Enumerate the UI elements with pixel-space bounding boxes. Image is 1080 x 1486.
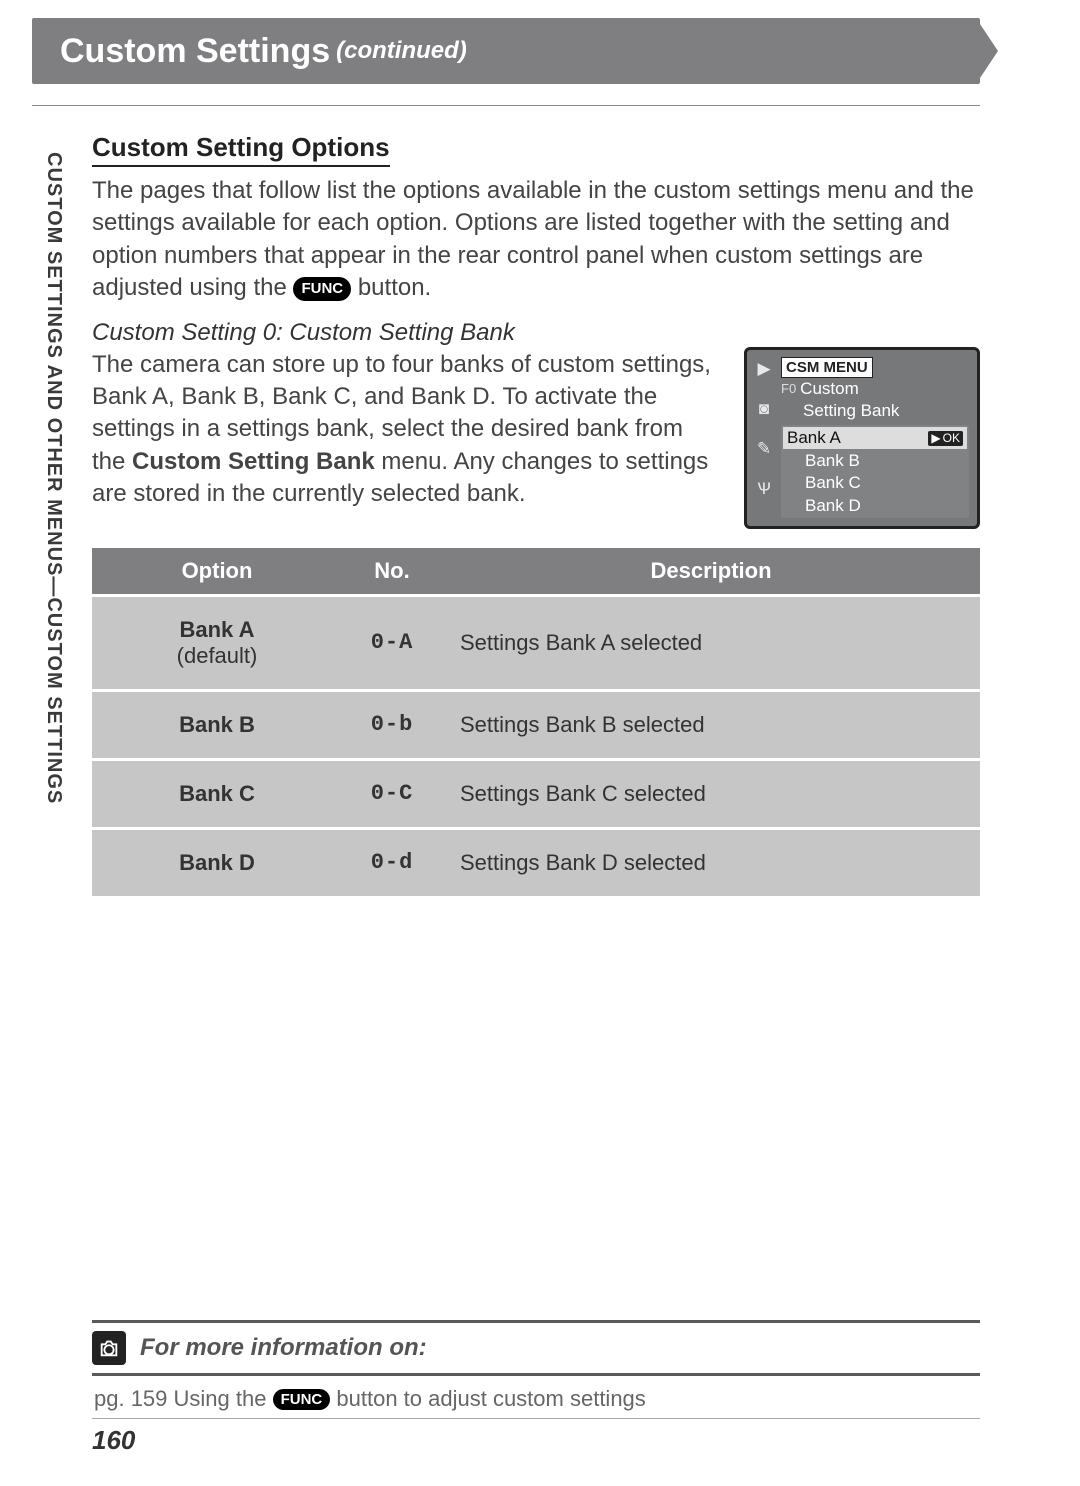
lcd-ok-badge: ▶OK [928, 431, 963, 447]
intro-paragraph: The pages that follow list the options a… [92, 175, 980, 305]
opt-name: Bank B [92, 692, 342, 758]
table-row: Bank C 0-C Settings Bank C selected [92, 761, 980, 827]
footer-pg: pg. 159 [94, 1386, 167, 1411]
intro-text-before: The pages that follow list the options a… [92, 177, 974, 301]
header-title: Custom Settings [60, 32, 330, 71]
tuning-fork-icon: Ѱ [757, 478, 771, 500]
play-icon: ▶ [757, 358, 770, 380]
opt-desc: Settings Bank B selected [442, 692, 980, 758]
opt-name: Bank C [92, 761, 342, 827]
page-footer: For more information on: pg. 159 Using t… [32, 1320, 980, 1456]
header-continued: (continued) [336, 37, 467, 65]
footer-heading: For more information on: [140, 1334, 427, 1362]
bank-row: The camera can store up to four banks of… [92, 347, 980, 529]
lcd-bank-b: Bank B [783, 450, 967, 472]
opt-sub: (default) [110, 643, 324, 669]
lcd-screenshot: ▶ ◙ ✎ Ѱ CSM MENU F0 Custom Setting Bank … [744, 347, 980, 529]
opt-no: 0-C [342, 761, 442, 827]
lcd-line2: Setting Bank [781, 400, 969, 422]
lcd-bank-d: Bank D [783, 495, 967, 517]
col-option: Option [92, 548, 342, 594]
opt-desc: Settings Bank A selected [442, 597, 980, 689]
camera-info-icon [92, 1331, 126, 1365]
opt-name: Bank A [180, 617, 255, 642]
func-icon: FUNC [293, 277, 351, 301]
opt-no: 0-d [342, 830, 442, 896]
lcd-bank-a: Bank A [787, 427, 841, 449]
opt-no: 0-A [342, 597, 442, 689]
footer-reference: pg. 159 Using the FUNC button to adjust … [92, 1376, 980, 1419]
lcd-icon-column: ▶ ◙ ✎ Ѱ [755, 356, 773, 518]
content-area: CUSTOM SETTINGS AND OTHER MENUS—CUSTOM S… [32, 132, 980, 899]
opt-desc: Settings Bank D selected [442, 830, 980, 896]
section-title: Custom Setting Options [92, 132, 390, 167]
opt-desc: Settings Bank C selected [442, 761, 980, 827]
table-row: Bank D 0-d Settings Bank D selected [92, 830, 980, 896]
opt-no: 0-b [342, 692, 442, 758]
bank-paragraph: The camera can store up to four banks of… [92, 349, 720, 511]
lcd-title: CSM MENU [781, 357, 873, 379]
pencil-icon: ✎ [757, 438, 771, 460]
lcd-heading-line: F0 Custom [781, 378, 969, 400]
page-header: Custom Settings (continued) [32, 18, 980, 84]
table-row: Bank A (default) 0-A Settings Bank A sel… [92, 597, 980, 689]
header-divider [32, 84, 980, 106]
intro-text-after: button. [358, 274, 431, 301]
camera-icon: ◙ [759, 398, 769, 420]
options-table: Option No. Description Bank A (default) … [92, 545, 980, 899]
func-icon: FUNC [273, 1389, 331, 1410]
table-row: Bank B 0-b Settings Bank B selected [92, 692, 980, 758]
col-no: No. [342, 548, 442, 594]
table-header-row: Option No. Description [92, 548, 980, 594]
bank-bold: Custom Setting Bank [132, 448, 375, 475]
col-description: Description [442, 548, 980, 594]
opt-name-cell: Bank A (default) [92, 597, 342, 689]
footer-ref-after: button to adjust custom settings [336, 1386, 645, 1411]
manual-page: Custom Settings (continued) CUSTOM SETTI… [0, 0, 1080, 1486]
footer-heading-row: For more information on: [92, 1320, 980, 1376]
lcd-ok-text: OK [943, 431, 960, 447]
lcd-code: F0 [781, 381, 796, 398]
lcd-bank-list: Bank A ▶OK Bank B Bank C Bank D [781, 425, 969, 517]
lcd-bank-c: Bank C [783, 472, 967, 494]
lcd-main: CSM MENU F0 Custom Setting Bank Bank A ▶… [781, 356, 969, 518]
side-tab-label: CUSTOM SETTINGS AND OTHER MENUS—CUSTOM S… [42, 152, 65, 804]
opt-name: Bank D [92, 830, 342, 896]
page-number: 160 [92, 1425, 980, 1456]
footer-ref-before: Using the [174, 1386, 273, 1411]
lcd-line1: Custom [800, 378, 859, 400]
subsection-heading: Custom Setting 0: Custom Setting Bank [92, 319, 980, 347]
lcd-bank-selected: Bank A ▶OK [783, 427, 967, 449]
